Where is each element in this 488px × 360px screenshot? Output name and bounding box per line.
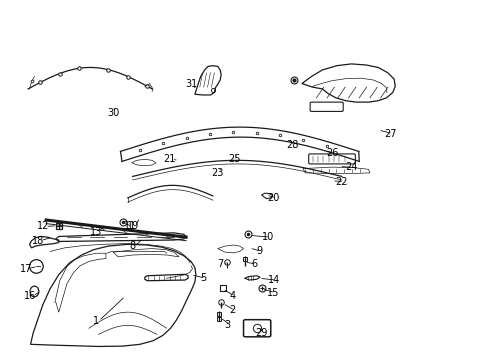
Text: 10: 10	[261, 232, 273, 242]
Text: 18: 18	[32, 236, 44, 246]
Text: 26: 26	[325, 148, 338, 158]
Text: 21: 21	[163, 154, 175, 164]
Text: 19: 19	[126, 221, 139, 231]
Text: 16: 16	[24, 291, 37, 301]
Text: 29: 29	[255, 328, 267, 338]
Text: 2: 2	[229, 305, 235, 315]
Text: 7: 7	[217, 259, 223, 269]
Text: 31: 31	[184, 79, 197, 89]
Text: 30: 30	[107, 108, 119, 118]
Text: 12: 12	[37, 221, 49, 231]
Text: 6: 6	[251, 259, 257, 269]
Text: 28: 28	[285, 140, 298, 150]
Text: 23: 23	[211, 168, 224, 178]
Text: 1: 1	[93, 316, 99, 326]
Text: 5: 5	[200, 273, 206, 283]
Text: 9: 9	[256, 247, 262, 256]
Text: 3: 3	[224, 320, 230, 330]
Text: 4: 4	[229, 291, 235, 301]
Text: 20: 20	[267, 193, 279, 203]
Text: 14: 14	[267, 275, 279, 285]
Text: 13: 13	[90, 227, 102, 237]
Text: 8: 8	[129, 241, 136, 251]
Text: 24: 24	[345, 162, 357, 172]
Text: 15: 15	[266, 288, 278, 297]
Text: 22: 22	[335, 177, 347, 187]
Text: 11: 11	[124, 221, 136, 231]
Text: 25: 25	[228, 154, 241, 163]
Text: 27: 27	[384, 129, 396, 139]
Text: 17: 17	[20, 264, 32, 274]
